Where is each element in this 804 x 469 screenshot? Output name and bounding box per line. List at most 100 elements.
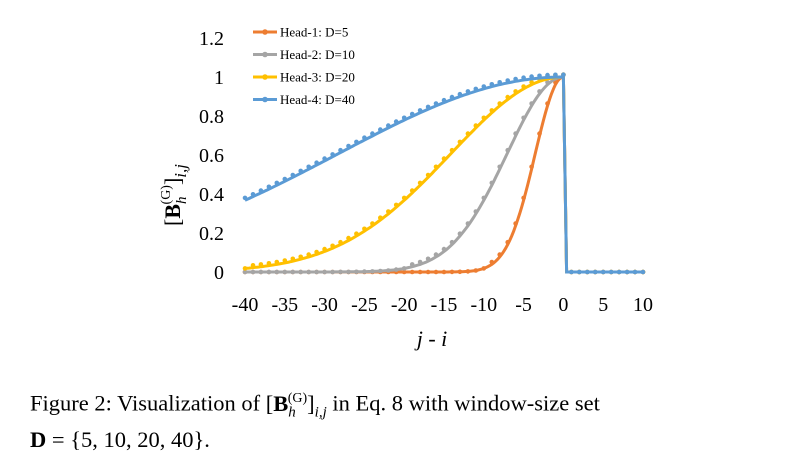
data-point [481,115,487,121]
chart: 0 0.2 0.4 0.6 0.8 1 1.2 -40 -35 -30 -25 -20 -15 -10-… [159,25,653,352]
y-tick-label: 1.2 [199,28,224,50]
data-point [250,263,256,268]
data-point [393,119,399,124]
data-point [306,252,312,257]
data-point [330,152,335,157]
data-point [577,269,582,275]
data-point [409,111,415,117]
data-point [393,202,399,208]
caption-set-symbol: D [30,427,47,452]
data-point [624,269,630,275]
legend-marker [262,74,268,80]
data-point [258,269,264,275]
data-point [346,143,351,149]
data-point [338,239,343,245]
x-tick-label: -30 [311,294,338,316]
data-point [505,78,511,83]
data-point [274,180,280,186]
data-point [505,147,511,153]
data-point [362,269,367,274]
data-point [298,269,304,275]
data-point [521,84,526,89]
data-point [457,91,463,97]
data-point [449,239,455,245]
y-tick-label: 1 [214,67,224,89]
data-point [608,269,614,275]
y-tick-label: 0.2 [199,223,224,245]
data-point [481,84,487,89]
data-point [513,89,518,94]
data-point [425,256,431,262]
data-point [465,131,471,136]
data-point [465,221,471,226]
data-point [529,101,534,106]
data-point [417,108,423,113]
data-point [521,115,526,121]
data-point [529,164,534,170]
data-point [505,239,511,245]
data-point [600,269,606,275]
data-point [513,221,518,226]
data-point [322,156,327,161]
data-point [521,195,526,201]
figure-caption: Figure 2: Visualization of [Bh(G)]i,j in… [30,385,790,454]
x-tick-label: -25 [351,294,378,316]
legend-label: Head-1: D=5 [280,25,348,40]
legend-marker [262,29,268,35]
x-tick-label: 0 [558,294,568,316]
data-point [529,80,534,85]
data-point [409,188,415,193]
caption-prefix: Figure 2: Visualization of [30,390,261,416]
data-point [417,269,423,275]
data-point [338,269,343,275]
data-point [441,97,447,103]
data-point [473,86,479,92]
data-point [449,94,455,100]
data-point [441,156,447,161]
data-point [433,269,439,275]
data-point [378,268,383,274]
data-point [354,231,359,236]
data-point [401,115,407,121]
y-axis-title: [Bh(G)]i,j [159,164,190,226]
data-point [513,131,518,136]
data-point [393,267,399,272]
data-point [489,259,495,265]
data-point [553,72,558,78]
x-tick-label: 10 [633,294,653,316]
data-point [266,269,272,275]
data-point [354,269,359,275]
data-point [274,269,280,275]
series-line [244,75,643,274]
data-point [473,209,479,214]
data-point [481,195,487,201]
data-point [505,94,511,100]
data-point [497,252,503,257]
data-point [386,123,391,128]
data-point [266,184,272,190]
data-point [250,269,256,275]
data-point [314,269,319,275]
data-point [250,192,256,197]
y-axis-ticks: 0 0.2 0.4 0.6 0.8 1 1.2 [199,28,224,284]
data-point [338,147,343,153]
data-point [537,89,542,94]
data-point [346,269,351,275]
data-point [457,139,463,145]
data-point [314,249,319,255]
data-point [473,268,479,273]
data-point [298,168,304,174]
data-point [481,266,487,271]
data-point [497,80,503,85]
data-point [537,73,542,79]
data-point [569,269,574,275]
data-point [545,101,550,106]
data-point [441,246,447,252]
data-point [258,262,264,267]
data-point [346,235,351,241]
data-point [386,209,391,214]
y-tick-label: 0.6 [199,145,224,167]
series-layer [242,72,646,275]
data-point [290,172,296,178]
data-point [457,231,463,236]
